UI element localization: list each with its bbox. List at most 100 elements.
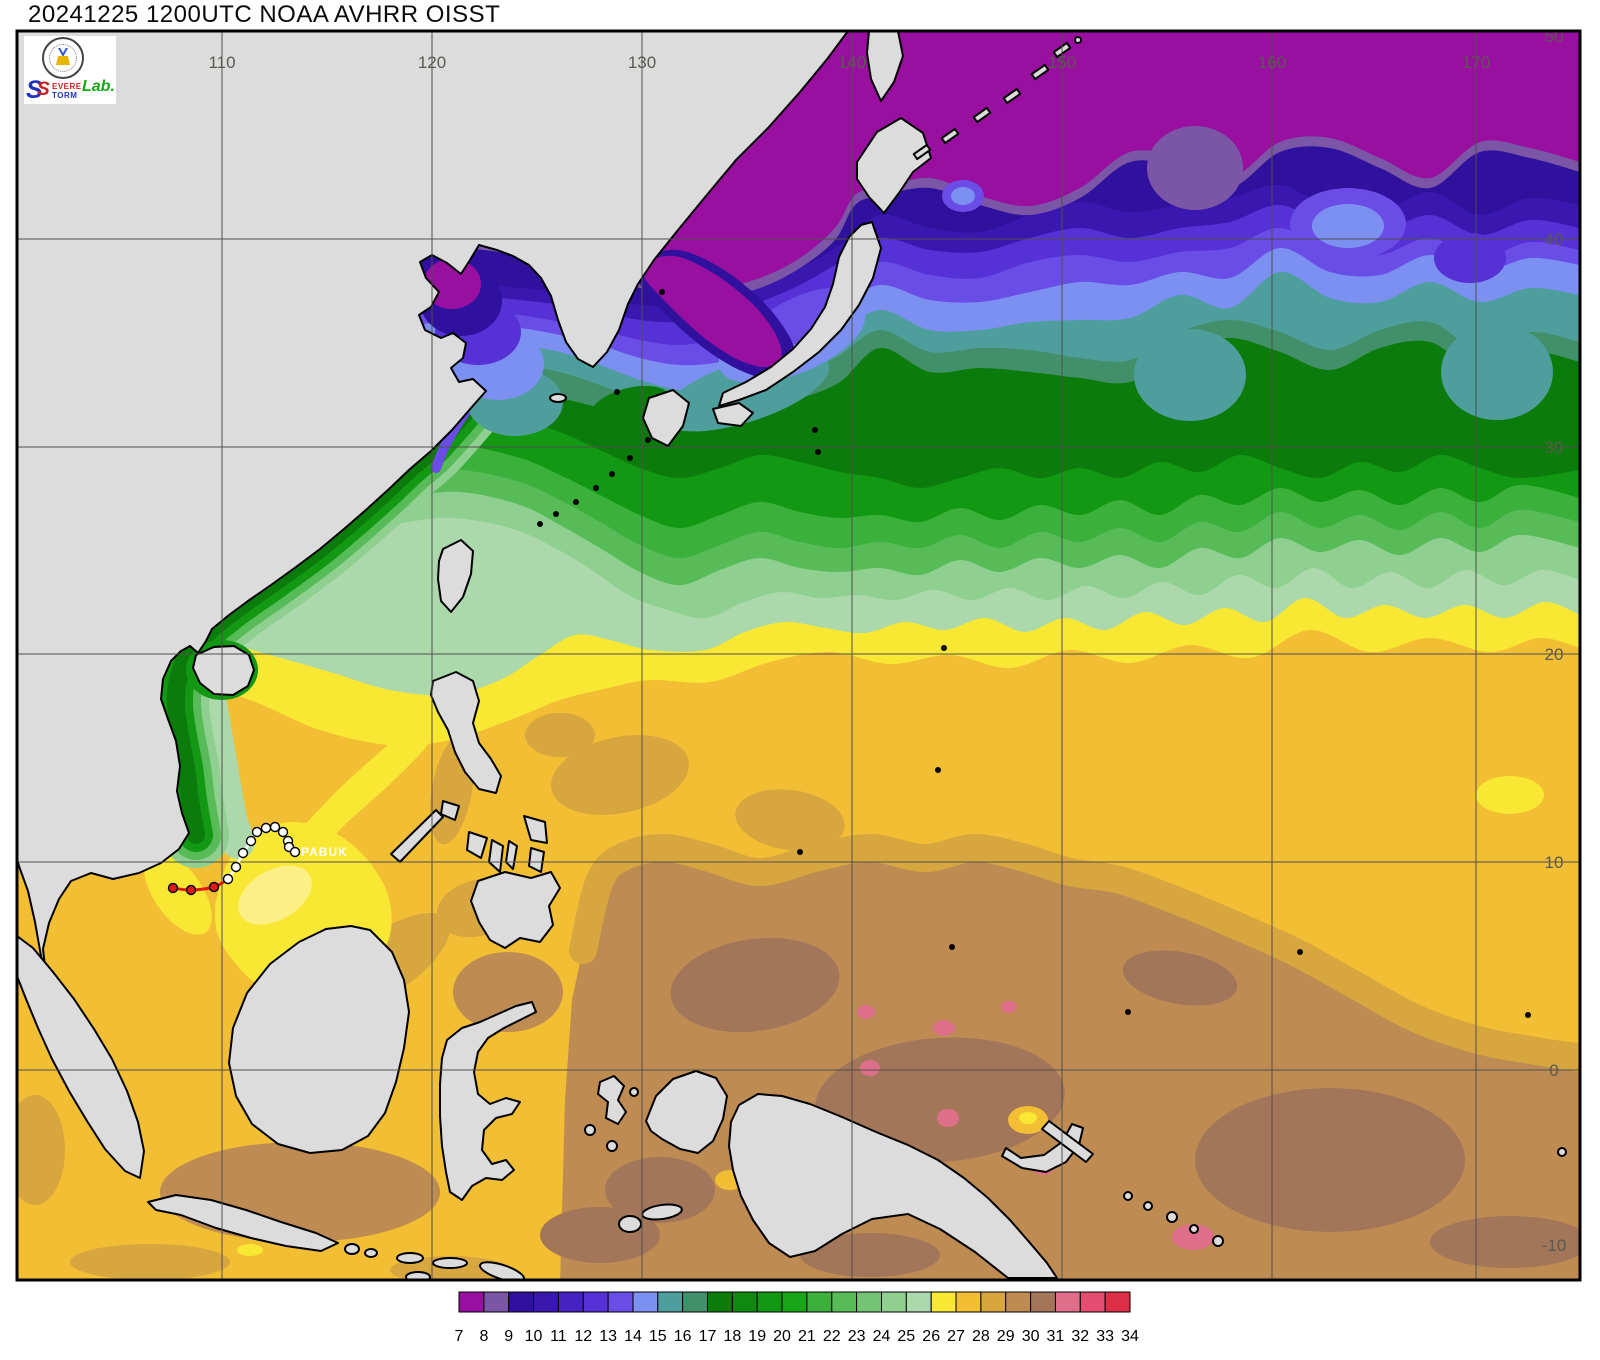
colorbar-cell — [831, 1291, 858, 1313]
land-islet — [584, 1124, 596, 1136]
colorbar-tick-label: 13 — [599, 1328, 617, 1345]
page-title: 20241225 1200UTC NOAA AVHRR OISST — [28, 1, 501, 28]
colorbar-tick-label: 24 — [873, 1328, 891, 1345]
colorbar-tick-label: 21 — [798, 1328, 816, 1345]
colorbar-cell — [1079, 1291, 1106, 1313]
colorbar-cell — [905, 1291, 932, 1313]
storm-position-dot — [251, 826, 263, 838]
storm-position-dot — [208, 881, 220, 893]
land-sumba — [405, 1271, 431, 1280]
colorbar-cell — [1104, 1291, 1131, 1313]
land-sakhalin — [866, 31, 904, 102]
colorbar-cell — [582, 1291, 609, 1313]
storm-position-dot — [185, 884, 197, 896]
land-buru — [618, 1215, 642, 1233]
logo-storm: TORM — [52, 91, 78, 100]
storm-position-dot — [277, 826, 289, 838]
storm-position-dot — [167, 882, 179, 894]
colorbar-tick-label: 10 — [525, 1328, 543, 1345]
lon-label: 110 — [208, 53, 235, 72]
pacific-teal-tongue — [1441, 324, 1553, 420]
logo-s-red: S — [37, 79, 50, 100]
logo-lab: Lab. — [82, 78, 115, 95]
land-hokkaido — [856, 117, 932, 214]
hokkaido-blue-eddy-core — [951, 187, 975, 205]
lon-label: 160 — [1258, 53, 1286, 72]
land-solomons — [1123, 1147, 1567, 1247]
lab-wordmark: S S EVERE TORM Lab. — [26, 76, 116, 104]
sst-amber-patch — [525, 713, 595, 757]
sea-of-japan-purple-tongue — [638, 255, 782, 368]
land-halmahera — [597, 1075, 627, 1125]
lon-label: 140 — [838, 53, 866, 72]
logo-severe: EVERE — [52, 82, 82, 91]
land-negros — [488, 839, 504, 873]
land-leyte — [528, 847, 545, 873]
colorbar-tick-label: 8 — [479, 1328, 488, 1345]
land-luzon — [430, 671, 502, 794]
sst-amber-patch — [735, 789, 845, 851]
colorbar-cell — [707, 1291, 733, 1313]
colorbar-tick-label: 17 — [699, 1328, 717, 1345]
land-islet — [606, 1140, 618, 1152]
gulf-yellow-streak — [144, 851, 212, 935]
colorbar-tick-label: 28 — [972, 1328, 990, 1345]
colorbar-cell — [756, 1291, 783, 1313]
colorbar-cell — [781, 1291, 808, 1313]
land-sumatra — [17, 935, 145, 1179]
colorbar-cell — [533, 1291, 559, 1313]
lat-label: 20 — [1545, 645, 1564, 664]
land-mindanao — [470, 871, 561, 949]
colorbar-tick-label: 9 — [504, 1328, 513, 1345]
severe-storm-lab-logo: S S EVERE TORM Lab. — [24, 36, 116, 104]
storm-position-dot — [269, 821, 281, 833]
sst-brown-patch — [1195, 1088, 1465, 1232]
storm-position-dot — [222, 873, 234, 885]
lat-label: -10 — [1542, 1236, 1567, 1255]
sst-amber-patch — [551, 735, 689, 815]
scs-yellow-tongue — [300, 689, 463, 849]
storm-track: PABUK — [167, 821, 348, 896]
colorbar-cell — [731, 1291, 758, 1313]
map-frame — [15, 29, 1582, 1282]
colorbar-tick-label: 30 — [1022, 1328, 1040, 1345]
colorbar-tick-label: 23 — [848, 1328, 866, 1345]
land-panay — [466, 831, 488, 859]
sst-brown-patch — [605, 1157, 715, 1223]
colorbar-tick-label: 29 — [997, 1328, 1015, 1345]
colorbar-cell — [1054, 1291, 1081, 1313]
sst-hot-spot — [937, 1109, 959, 1127]
colorbar-tick-label: 22 — [823, 1328, 841, 1345]
lat-label: 30 — [1545, 438, 1564, 457]
colorbar-cell — [557, 1291, 584, 1313]
storm-label: PABUK — [301, 845, 348, 859]
sst-brown-patch — [1430, 1216, 1580, 1268]
land-newireland — [1041, 1120, 1094, 1163]
colorbar-tick-label: 12 — [574, 1328, 592, 1345]
colorbar-cell — [632, 1291, 659, 1313]
colorbar-cell — [856, 1291, 882, 1313]
colorbar-tick-label: 31 — [1047, 1328, 1065, 1345]
lon-label: 130 — [628, 53, 656, 72]
lab-seal-icon — [42, 37, 84, 79]
sst-warm-spot — [237, 1244, 263, 1256]
land-newguinea — [728, 1093, 1058, 1279]
lon-label: 170 — [1462, 53, 1490, 72]
colorbar-cell — [682, 1291, 708, 1313]
colorbar-tick-label: 27 — [947, 1328, 965, 1345]
lon-label: 120 — [418, 53, 446, 72]
sst-brown-patch — [1122, 950, 1238, 1006]
pacific-blue-eddy-core — [1312, 204, 1384, 248]
colorbar-cell — [1005, 1291, 1032, 1313]
grid-lines-and-labels: 110 120 130 140 150 160 170 50 40 30 20 10 0 -10 — [17, 31, 1580, 1280]
lat-label: 0 — [1549, 1061, 1558, 1080]
pacific-teal-tongue — [1134, 329, 1246, 421]
lat-label: 40 — [1545, 230, 1564, 249]
colorbar-cell — [508, 1291, 535, 1313]
land-sumbawa — [396, 1252, 424, 1264]
colorbar-cell — [1030, 1291, 1056, 1313]
land-small-islands — [537, 289, 1531, 1018]
colorbar-tick-label: 33 — [1096, 1328, 1114, 1345]
colorbar-tick-label: 18 — [724, 1328, 742, 1345]
